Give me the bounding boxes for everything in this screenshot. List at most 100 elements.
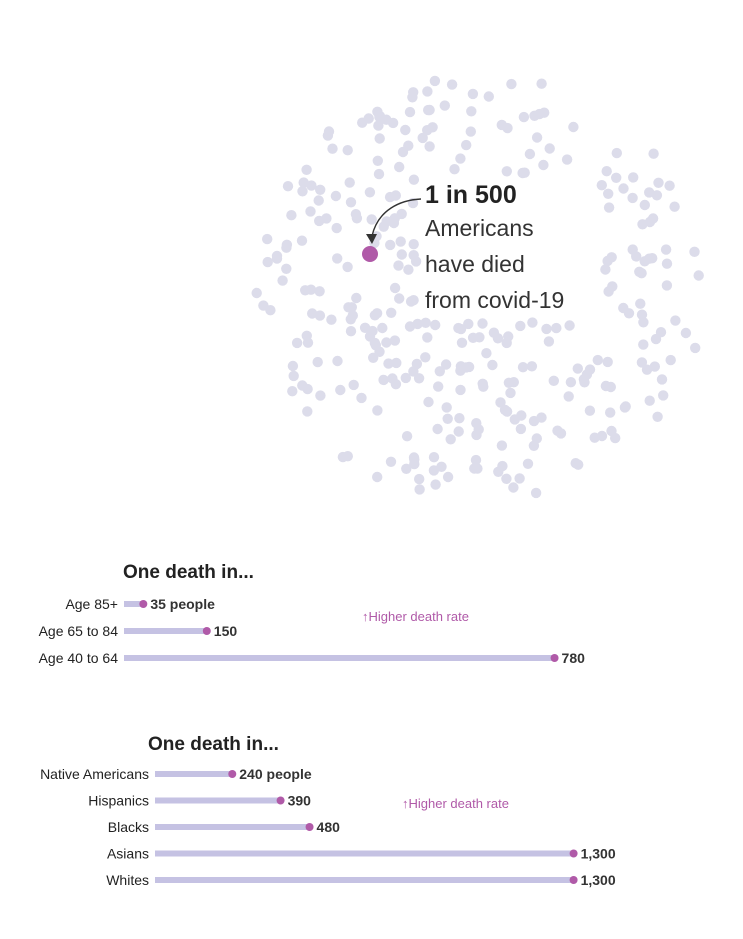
- background-dot: [442, 471, 454, 483]
- value-label: 1,300: [581, 872, 616, 888]
- background-dot: [548, 375, 559, 386]
- background-dot: [388, 214, 400, 226]
- background-dot: [538, 159, 549, 171]
- background-dot: [606, 425, 617, 437]
- background-dot: [302, 337, 314, 348]
- bar-end-dot: [228, 770, 237, 778]
- callout-arrow: [371, 198, 422, 237]
- background-dot: [620, 401, 631, 412]
- background-dot: [373, 168, 385, 180]
- background-dot: [404, 321, 416, 332]
- background-dot: [501, 406, 513, 417]
- background-dot: [603, 188, 614, 199]
- background-dot: [332, 253, 343, 264]
- background-dot: [680, 327, 692, 339]
- background-dot: [400, 372, 411, 384]
- background-dot: [518, 111, 530, 123]
- background-dot: [543, 336, 555, 347]
- background-dot: [693, 270, 704, 281]
- value-label: 480: [317, 819, 341, 835]
- background-dot: [453, 322, 464, 334]
- category-label: Age 65 to 84: [39, 623, 119, 639]
- background-dot: [410, 256, 422, 267]
- background-dot: [519, 167, 530, 178]
- background-dot: [389, 335, 401, 346]
- background-dot: [401, 431, 413, 442]
- background-dot: [487, 359, 498, 371]
- background-dot: [322, 130, 334, 141]
- background-dot: [364, 187, 376, 198]
- background-dot: [517, 362, 529, 373]
- background-dot: [378, 374, 389, 386]
- background-dot: [434, 366, 445, 377]
- callout-text: 1 in 500 Americans have died from covid-…: [425, 180, 564, 318]
- background-dot: [536, 412, 547, 423]
- background-dot: [262, 233, 273, 245]
- background-dot: [403, 264, 414, 275]
- background-dot: [430, 319, 441, 331]
- background-dot: [386, 307, 397, 318]
- background-dot: [395, 236, 406, 247]
- value-label: 1,300: [581, 846, 616, 862]
- background-dot: [501, 166, 512, 177]
- background-dot: [467, 88, 479, 100]
- background-dot: [281, 239, 293, 250]
- background-dot: [411, 358, 423, 370]
- background-dot: [372, 155, 383, 166]
- background-dot: [314, 310, 326, 321]
- background-dot: [271, 250, 283, 262]
- background-dot: [456, 337, 468, 348]
- background-dot: [515, 423, 527, 435]
- background-dot: [600, 380, 612, 392]
- background-dot: [656, 374, 668, 385]
- background-dot: [282, 181, 294, 192]
- background-dot: [417, 132, 428, 144]
- background-dot: [611, 172, 622, 183]
- race-annotation-text: Higher death rate: [408, 796, 509, 811]
- callout-line-2: have died: [425, 251, 525, 277]
- background-dot: [414, 473, 425, 485]
- background-dot: [424, 104, 435, 116]
- background-dot: [634, 266, 645, 277]
- background-dot: [565, 377, 577, 388]
- background-dot: [638, 339, 649, 350]
- background-dot: [301, 164, 312, 175]
- background-dot: [497, 460, 508, 472]
- background-dot: [644, 187, 655, 198]
- background-dot: [396, 249, 407, 260]
- background-dot: [539, 107, 550, 118]
- background-dot: [578, 374, 590, 385]
- background-dot: [600, 264, 611, 275]
- bar-end-dot: [276, 796, 285, 805]
- background-dot: [351, 292, 362, 304]
- background-dot: [469, 463, 480, 474]
- background-dot: [639, 199, 650, 211]
- background-dot: [653, 177, 664, 188]
- background-dot: [315, 184, 326, 195]
- background-dot: [327, 143, 338, 154]
- background-dot: [374, 133, 385, 144]
- background-dot: [356, 392, 367, 404]
- callout-line-3: from covid-19: [425, 287, 565, 313]
- value-label: 390: [288, 793, 312, 809]
- background-dot: [442, 413, 453, 424]
- background-dot: [441, 402, 452, 413]
- background-dot: [477, 318, 488, 329]
- background-dot: [627, 244, 638, 255]
- background-dot: [449, 164, 460, 175]
- background-dot: [638, 317, 649, 328]
- background-dot: [305, 206, 316, 217]
- background-dot: [605, 407, 616, 418]
- background-dot: [429, 75, 441, 87]
- background-dot: [636, 357, 648, 368]
- background-dot: [287, 386, 298, 397]
- background-dot: [428, 452, 440, 463]
- background-dot: [572, 363, 583, 374]
- background-dot: [648, 148, 659, 159]
- background-dot: [286, 210, 297, 221]
- background-dot: [515, 320, 526, 332]
- background-dot: [400, 124, 411, 136]
- background-dot: [381, 337, 392, 348]
- background-dot: [689, 246, 700, 257]
- background-dot: [265, 305, 276, 316]
